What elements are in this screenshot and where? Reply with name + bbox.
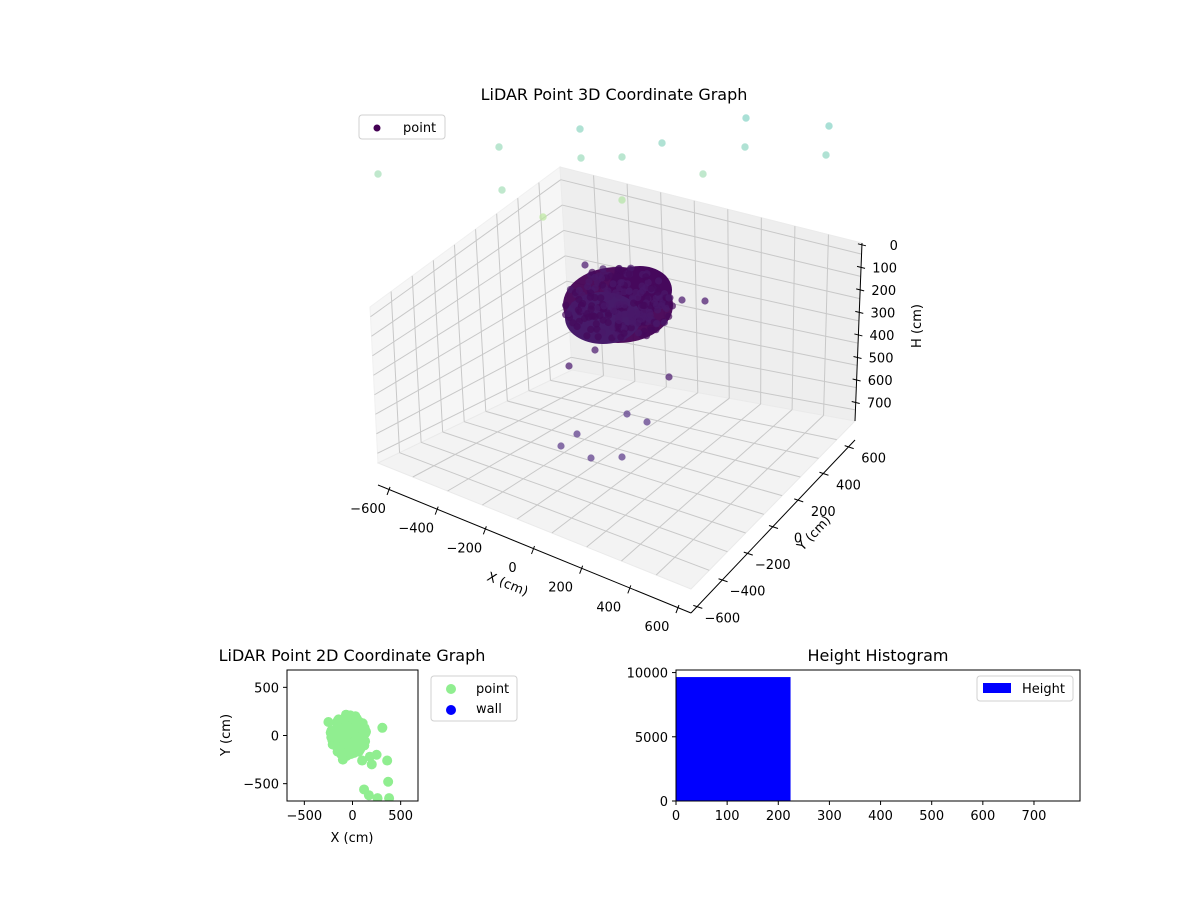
z-tick-label: 700 (867, 397, 892, 412)
points-2d (323, 709, 395, 801)
x-tick-label-hist: 100 (715, 809, 740, 824)
x-tick-label: −600 (350, 502, 386, 517)
y-tick-label-2d: 0 (271, 730, 279, 745)
legend-marker-point (446, 684, 456, 694)
x-tick-label: 0 (508, 561, 516, 576)
x-tick-label: −400 (398, 522, 434, 537)
histogram-bars (676, 677, 791, 801)
x-tick-label: 400 (596, 600, 621, 615)
y-tick-label-hist: 5000 (635, 731, 668, 746)
high-points (374, 114, 833, 221)
x-tick-label-hist: 200 (766, 809, 791, 824)
z-tick-label: 300 (870, 306, 895, 321)
x-tick-label-2d: 0 (348, 809, 356, 824)
y-tick-label: −400 (730, 585, 766, 600)
grid-3d (370, 175, 862, 576)
histogram-title: Height Histogram (808, 646, 949, 665)
x-tick-label: −200 (446, 541, 482, 556)
y-tick-label: 0 (794, 532, 802, 547)
z-tick-label: 100 (872, 261, 897, 276)
y-tick-label: 400 (836, 478, 861, 493)
legend-label-wall: wall (476, 702, 502, 717)
y-tick-label-hist: 10000 (627, 667, 668, 682)
chart-3d-title: LiDAR Point 3D Coordinate Graph (481, 85, 748, 104)
x-axis-line (377, 484, 692, 614)
ticks-histogram: 0 100 200 300 400 500 600 700 0 5000 10000 (627, 667, 1047, 824)
legend-label-point: point (403, 121, 436, 136)
x-axis-label-2d: X (cm) (331, 831, 374, 846)
z-axis-line (854, 242, 863, 422)
point-cluster (562, 264, 677, 344)
legend-histogram: Height (976, 675, 1074, 702)
legend-marker-point (373, 124, 381, 132)
y-tick-label: 200 (811, 505, 836, 520)
chart-2d: LiDAR Point 2D Coordinate Graph −500 0 500… (219, 646, 518, 846)
legend-3d: point (358, 114, 446, 140)
chart-3d: LiDAR Point 3D Coordinate Graph −600 −400… (350, 85, 925, 635)
z-axis-label: H (cm) (910, 304, 925, 348)
legend-swatch-height (983, 683, 1011, 693)
z-tick-label: 200 (871, 284, 896, 299)
y-tick-label-hist: 0 (660, 795, 668, 810)
y-axis-label-2d: Y (cm) (219, 714, 234, 757)
x-tick-label-hist: 0 (672, 809, 680, 824)
x-tick-label-2d: 500 (388, 809, 413, 824)
z-tick-label: 600 (868, 374, 893, 389)
x-tick-label-2d: −500 (286, 809, 322, 824)
legend-marker-wall (446, 705, 456, 715)
ticks-3d: −600−400−2000200400600−600−400−200020040… (350, 239, 898, 635)
legend-2d: point wall (430, 675, 518, 722)
z-tick-label: 400 (870, 329, 895, 344)
legend-label-point: point (476, 682, 509, 697)
y-tick-label: −200 (755, 558, 791, 573)
x-tick-label: 200 (548, 581, 573, 596)
chart-2d-title: LiDAR Point 2D Coordinate Graph (219, 646, 486, 665)
x-tick-label-hist: 600 (970, 809, 995, 824)
x-tick-label-hist: 700 (1022, 809, 1047, 824)
z-tick-label: 0 (890, 239, 898, 254)
y-tick-label-2d: −500 (243, 778, 279, 793)
ticks-2d: −500 0 500 500 0 −500 (243, 681, 413, 824)
x-axis-label: X (cm) (485, 570, 530, 600)
x-tick-label-hist: 300 (817, 809, 842, 824)
x-tick-label: 600 (645, 620, 670, 635)
x-tick-label-hist: 500 (919, 809, 944, 824)
z-tick-label: 500 (869, 351, 894, 366)
chart-histogram: Height Histogram 0 100 200 300 400 500 600 7000… (627, 646, 1081, 824)
y-tick-label-2d: 500 (254, 681, 279, 696)
y-tick-label: −600 (704, 611, 740, 626)
outlier-points (557, 261, 709, 462)
y-tick-label: 600 (861, 452, 886, 467)
plot-frame-hist (675, 669, 1081, 802)
legend-label-height: Height (1022, 682, 1065, 697)
x-tick-label-hist: 400 (868, 809, 893, 824)
histogram-bar (676, 677, 791, 801)
